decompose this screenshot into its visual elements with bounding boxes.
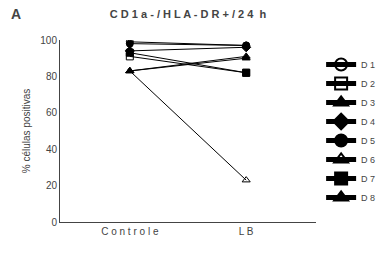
svg-text:C D 1 a - / H L A - D R + / 2: C D 1 a - / H L A - D R + / 2 4 h [110, 8, 267, 20]
svg-text:20: 20 [46, 180, 58, 191]
svg-text:A: A [11, 6, 21, 22]
svg-text:L B: L B [239, 226, 254, 237]
svg-text:D 8: D 8 [361, 193, 375, 203]
svg-text:D 4: D 4 [361, 117, 375, 127]
svg-text:D 6: D 6 [361, 155, 375, 165]
svg-text:D 7: D 7 [361, 174, 375, 184]
svg-text:40: 40 [46, 144, 58, 155]
svg-text:100: 100 [40, 35, 57, 46]
svg-text:D 5: D 5 [361, 136, 375, 146]
svg-text:% células positivas: % células positivas [21, 89, 32, 173]
svg-text:80: 80 [46, 71, 58, 82]
svg-text:D 2: D 2 [361, 79, 375, 89]
svg-text:60: 60 [46, 107, 58, 118]
svg-text:D 1: D 1 [361, 60, 375, 70]
svg-text:C o n t r o l e: C o n t r o l e [101, 226, 159, 237]
svg-text:D 3: D 3 [361, 98, 375, 108]
svg-text:0: 0 [51, 217, 57, 228]
